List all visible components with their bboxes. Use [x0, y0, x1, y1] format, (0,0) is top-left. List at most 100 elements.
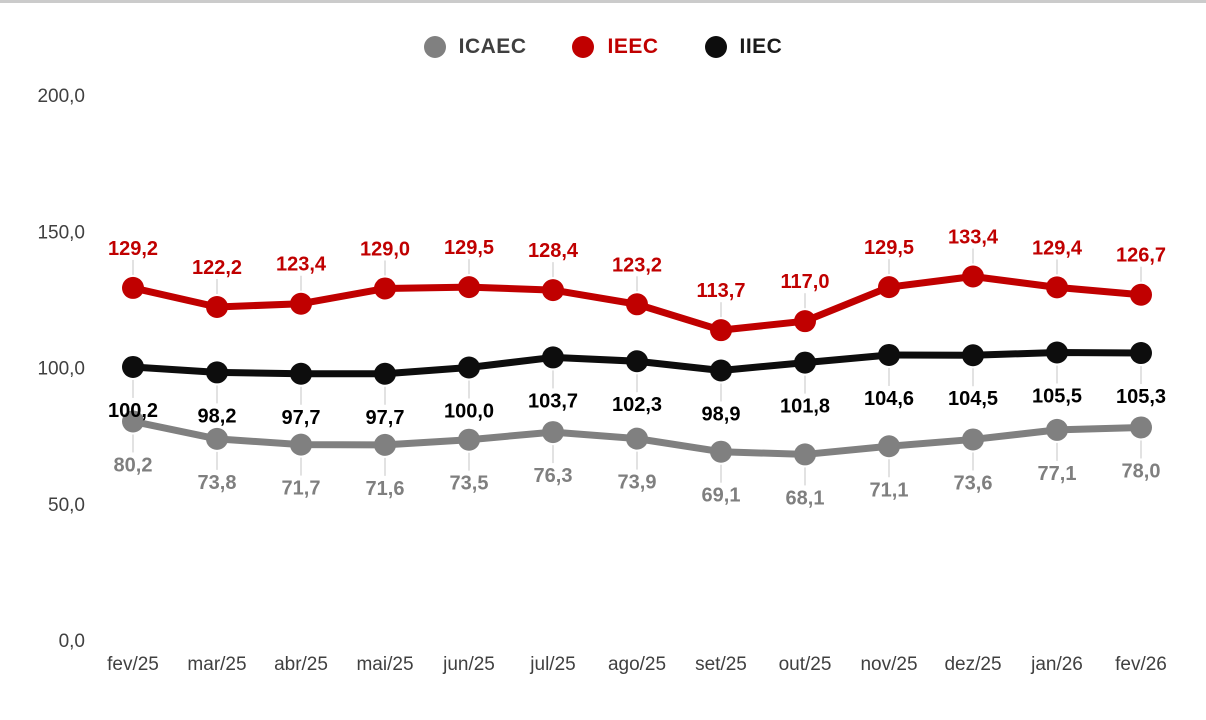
data-label-ieec: 129,5 — [444, 237, 494, 259]
data-point-icaec — [878, 435, 900, 458]
data-label-iiec: 97,7 — [366, 407, 405, 429]
data-point-iiec — [1130, 342, 1152, 365]
x-tick-label: dez/25 — [944, 654, 1001, 675]
legend-item-iiec: IIEC — [704, 35, 783, 59]
data-point-ieec — [374, 277, 396, 300]
data-label-icaec: 77,1 — [1038, 463, 1077, 485]
data-point-icaec — [710, 440, 732, 463]
x-tick-label: fev/26 — [1115, 654, 1167, 675]
data-label-ieec: 129,5 — [864, 237, 914, 259]
data-point-icaec — [1130, 416, 1152, 439]
data-label-iiec: 97,7 — [282, 407, 321, 429]
data-label-icaec: 73,9 — [618, 472, 657, 494]
data-label-icaec: 78,0 — [1122, 460, 1161, 482]
x-tick-label: mar/25 — [187, 654, 246, 675]
data-label-icaec: 71,7 — [282, 478, 321, 500]
data-label-iiec: 100,0 — [444, 401, 494, 423]
data-label-iiec: 105,3 — [1116, 386, 1166, 408]
data-point-icaec — [290, 433, 312, 456]
data-label-ieec: 113,7 — [697, 280, 746, 302]
y-tick-label: 50,0 — [48, 495, 85, 516]
data-label-iiec: 104,5 — [948, 388, 998, 410]
x-tick-label: nov/25 — [860, 654, 917, 675]
y-tick-label: 100,0 — [37, 359, 85, 380]
data-point-iiec — [626, 350, 648, 373]
data-label-iiec: 102,3 — [612, 394, 662, 416]
data-point-ieec — [626, 293, 648, 316]
y-tick-label: 200,0 — [37, 86, 85, 107]
data-point-ieec — [1130, 283, 1152, 306]
data-label-ieec: 117,0 — [781, 271, 830, 293]
data-point-iiec — [1046, 341, 1068, 364]
data-label-iiec: 101,8 — [780, 396, 830, 418]
data-label-icaec: 76,3 — [534, 465, 573, 487]
x-tick-label: ago/25 — [608, 654, 666, 675]
data-label-ieec: 129,0 — [360, 238, 410, 260]
x-tick-label: out/25 — [779, 654, 832, 675]
data-label-iiec: 105,5 — [1032, 386, 1082, 408]
data-point-icaec — [122, 410, 144, 433]
y-tick-label: 0,0 — [59, 631, 85, 652]
data-point-ieec — [458, 276, 480, 299]
data-label-ieec: 123,2 — [612, 254, 662, 276]
legend: ICAEC IEEC IIEC — [0, 35, 1206, 59]
data-point-icaec — [626, 427, 648, 450]
data-point-iiec — [374, 362, 396, 385]
data-label-icaec: 73,5 — [450, 473, 489, 495]
data-label-icaec: 73,6 — [954, 472, 993, 494]
data-point-icaec — [374, 433, 396, 456]
legend-item-label: IIEC — [739, 35, 783, 58]
x-tick-label: jul/25 — [529, 654, 575, 675]
legend-item-label: ICAEC — [458, 35, 527, 58]
data-point-iiec — [710, 359, 732, 382]
data-label-icaec: 71,1 — [870, 479, 909, 501]
data-point-ieec — [122, 276, 144, 299]
data-point-icaec — [1046, 418, 1068, 441]
x-tick-label: fev/25 — [107, 654, 159, 675]
data-label-iiec: 98,2 — [198, 405, 237, 427]
data-label-icaec: 71,6 — [366, 478, 405, 500]
x-tick-label: set/25 — [695, 654, 747, 675]
data-label-icaec: 80,2 — [114, 454, 153, 476]
data-point-iiec — [290, 362, 312, 385]
data-point-iiec — [122, 355, 144, 378]
legend-item-label: IEEC — [607, 35, 659, 58]
data-point-ieec — [878, 276, 900, 299]
data-label-ieec: 129,2 — [108, 238, 158, 260]
x-tick-label: abr/25 — [274, 654, 328, 675]
data-point-iiec — [878, 343, 900, 366]
data-point-icaec — [962, 428, 984, 451]
data-label-icaec: 68,1 — [786, 487, 825, 509]
data-label-ieec: 128,4 — [528, 240, 579, 262]
data-point-ieec — [206, 296, 228, 319]
data-point-ieec — [962, 265, 984, 288]
data-point-icaec — [206, 427, 228, 450]
data-point-icaec — [542, 421, 564, 444]
legend-marker-icon — [704, 36, 727, 58]
data-label-iiec: 103,7 — [528, 390, 578, 412]
data-label-icaec: 73,8 — [198, 472, 237, 494]
data-label-iiec: 104,6 — [864, 388, 914, 410]
x-tick-label: jun/25 — [442, 654, 495, 675]
legend-marker-icon — [423, 36, 446, 58]
top-border-line — [0, 0, 1206, 3]
data-point-ieec — [710, 319, 732, 342]
x-tick-label: mai/25 — [356, 654, 413, 675]
y-tick-label: 150,0 — [37, 222, 85, 243]
data-point-iiec — [542, 346, 564, 369]
data-label-ieec: 122,2 — [192, 257, 242, 279]
x-tick-label: jan/26 — [1030, 654, 1083, 675]
data-point-iiec — [206, 361, 228, 384]
legend-item-icaec: ICAEC — [423, 35, 527, 59]
data-point-icaec — [458, 428, 480, 451]
data-label-ieec: 123,4 — [276, 254, 327, 276]
legend-item-ieec: IEEC — [572, 35, 658, 59]
data-point-iiec — [458, 356, 480, 379]
data-point-ieec — [542, 279, 564, 302]
data-label-iiec: 98,9 — [702, 403, 741, 425]
data-point-ieec — [794, 310, 816, 333]
legend-marker-icon — [572, 36, 595, 58]
data-point-iiec — [794, 351, 816, 374]
data-point-icaec — [794, 443, 816, 466]
